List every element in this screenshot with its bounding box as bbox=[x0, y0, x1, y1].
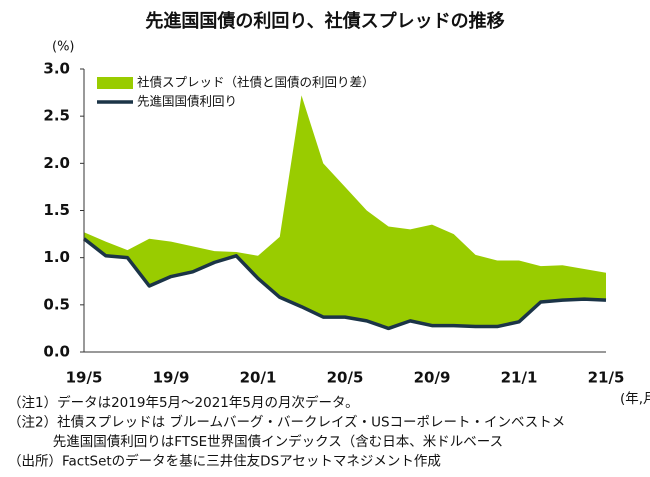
spread-area bbox=[84, 95, 606, 329]
note: （注2）社債スプレッドは ブルームバーグ・バークレイズ・USコーポレート・インベ… bbox=[8, 414, 565, 431]
legend-swatch bbox=[97, 77, 133, 89]
y-tick-label: 0.0 bbox=[43, 343, 70, 361]
yield-line bbox=[82, 237, 607, 331]
chart-title: 先進国国債の利回り、社債スプレッドの推移 bbox=[145, 10, 504, 32]
y-tick-label: 2.0 bbox=[43, 154, 70, 172]
x-tick-label: 20/1 bbox=[240, 369, 277, 387]
y-unit: (%) bbox=[52, 40, 75, 55]
legend-label: 先進国国債利回り bbox=[137, 94, 237, 109]
y-tick-label: 3.0 bbox=[43, 60, 70, 78]
x-tick-label: 21/1 bbox=[501, 369, 538, 387]
y-tick-label: 1.0 bbox=[43, 248, 70, 266]
y-tick-label: 0.5 bbox=[43, 295, 70, 313]
x-tick-label: 20/5 bbox=[327, 369, 364, 387]
note: 先進国国債利回りはFTSE世界国債インデックス（含む日本、米ドルベース bbox=[8, 433, 503, 450]
note: （出所）FactSetのデータを基に三井住友DSアセットマネジメント作成 bbox=[8, 453, 441, 470]
y-tick-label: 1.5 bbox=[43, 201, 70, 219]
x-tick-label: 19/9 bbox=[153, 369, 190, 387]
x-unit: (年,月) bbox=[620, 391, 650, 407]
y-tick-label: 2.5 bbox=[43, 107, 70, 125]
x-tick-label: 19/5 bbox=[66, 369, 103, 387]
note: （注1）データは2019年5月～2021年5月の月次データ。 bbox=[8, 394, 359, 411]
x-tick-label: 21/5 bbox=[588, 369, 625, 387]
legend-label: 社債スプレッド（社債と国債の利回り差） bbox=[137, 75, 375, 90]
x-tick-label: 20/9 bbox=[414, 369, 451, 387]
